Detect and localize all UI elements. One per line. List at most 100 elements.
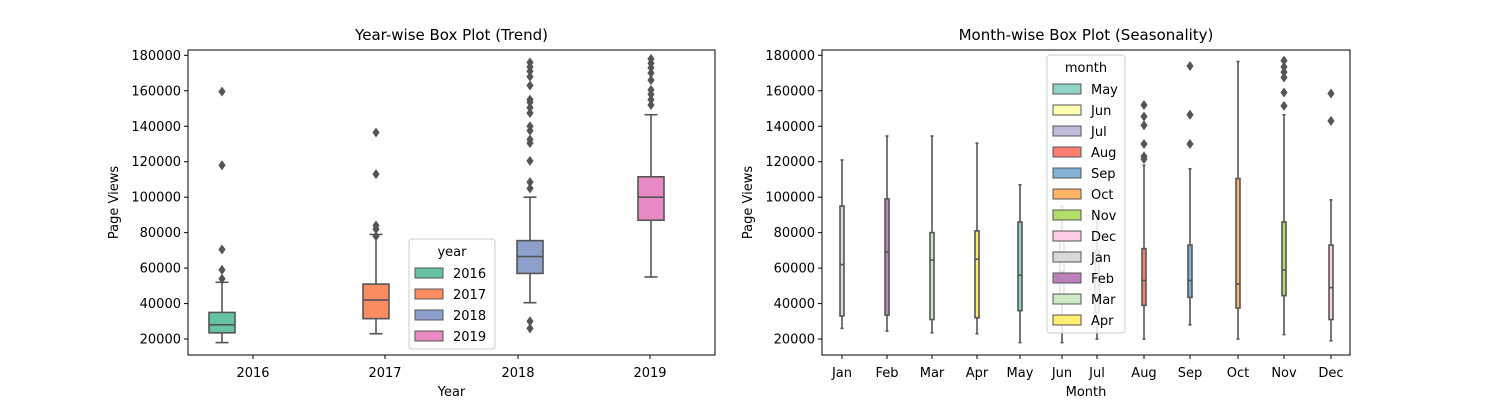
outlier-point [1280,87,1288,98]
y-tick-label: 120000 [765,155,815,170]
legend-swatch-Apr [1052,314,1082,326]
outlier-point [647,68,655,79]
outlier-point [1186,60,1194,71]
legend-swatch-Dec [1052,230,1082,242]
legend-entry-Mar: Mar [1091,293,1116,308]
legend-entry-Oct: Oct [1091,188,1113,203]
box-Nov [1280,55,1288,336]
outlier-point [218,264,226,275]
outlier-point [647,84,655,95]
legend-swatch-Sep [1052,167,1082,179]
x-tick-label: 2018 [501,366,534,381]
legend: year 2016 2017 2018 2019 [408,238,496,350]
legend-entry-Jan: Jan [1090,251,1111,266]
x-tick-label: Feb [875,366,898,381]
legend-swatch-Nov [1052,209,1082,221]
outlier-point [526,107,534,118]
box-body [884,198,890,316]
legend-swatch-Jan [1052,251,1082,263]
outlier-point [526,71,534,82]
y-tick-label: 20000 [774,333,815,348]
outlier-point [647,75,655,86]
y-tick-label: 40000 [774,297,815,312]
box-2016 [208,86,236,344]
outlier-point [647,94,655,105]
y-axis-label: Page Views [741,166,756,239]
legend-frame [1046,54,1126,334]
legend-entry-Jun: Jun [1090,104,1111,119]
y-tick-label: 60000 [140,262,181,277]
x-tick-label: 2017 [368,366,401,381]
outlier-point [526,323,534,334]
box-body [839,205,845,317]
y-tick-label: 60000 [774,262,815,277]
x-tick-label: Mar [920,366,945,381]
plot-frame [187,49,716,356]
outlier-point [526,316,534,327]
outlier-point [218,160,226,171]
x-tick-label: Jan [831,366,852,381]
outlier-point [647,53,655,64]
outlier-point [1140,138,1148,149]
outlier-point [218,273,226,284]
box-body [1281,221,1287,297]
outlier-point [218,86,226,97]
box-body [929,231,935,321]
legend-entry-2017: 2017 [453,288,486,303]
outlier-point [372,231,380,242]
x-tick-label: 2016 [236,366,269,381]
y-tick-label: 180000 [765,49,815,64]
outlier-point [526,80,534,91]
legend-swatch-2016 [414,267,444,279]
x-tick-label: Jun [1051,366,1072,381]
outlier-point [218,244,226,255]
legend-entry-2018: 2018 [453,309,486,324]
outlier-point [526,183,534,194]
x-tick-label: Nov [1271,366,1297,381]
legend-swatch-2018 [414,309,444,321]
x-axis-label: Year [437,385,466,400]
outlier-point [372,169,380,180]
box-body [208,311,236,334]
year-wise-chart: Year-wise Box Plot (Trend) 20000 40000 6000… [107,26,716,400]
outlier-point [372,220,380,231]
outlier-point [1140,111,1148,122]
legend-swatch-Jun [1052,104,1082,116]
outlier-point [1280,67,1288,78]
legend-entry-May: May [1091,83,1118,98]
box-Mar [929,135,935,334]
x-axis-label: Month [1066,385,1107,400]
outlier-point [1280,72,1288,83]
legend-entry-Sep: Sep [1091,167,1116,182]
box-Sep [1186,60,1194,326]
legend-swatch-2019 [414,330,444,342]
box-Apr [974,142,980,335]
legend-entry-2019: 2019 [453,330,486,345]
legend-entry-Jul: Jul [1090,125,1107,140]
x-tick-label: 2019 [633,366,666,381]
y-tick-label: 160000 [131,84,181,99]
box-body [1017,221,1023,312]
box-body [362,283,390,320]
box-body [974,230,980,319]
chart-title: Month-wise Box Plot (Seasonality) [959,26,1214,44]
y-tick-label: 80000 [774,226,815,241]
legend-frame [408,238,496,350]
outlier-point [526,155,534,166]
y-axis-label: Page Views [107,166,122,239]
box-2019 [637,53,665,278]
outlier-point [1140,151,1148,162]
legend-swatch-Mar [1052,293,1082,305]
legend-swatch-Oct [1052,188,1082,200]
chart-title: Year-wise Box Plot (Trend) [354,26,548,44]
legend-entry-2016: 2016 [453,267,486,282]
legend-swatch-May [1052,83,1082,95]
outlier-point [1186,109,1194,120]
y-tick-label: 80000 [140,226,181,241]
outlier-point [1327,115,1335,126]
box-May [1017,183,1023,344]
outlier-point [1140,120,1148,131]
legend-swatch-Feb [1052,272,1082,284]
legend: month May Jun Jul Aug Sep Oct Nov Dec Jan Feb Mar Ap… [1046,54,1126,334]
